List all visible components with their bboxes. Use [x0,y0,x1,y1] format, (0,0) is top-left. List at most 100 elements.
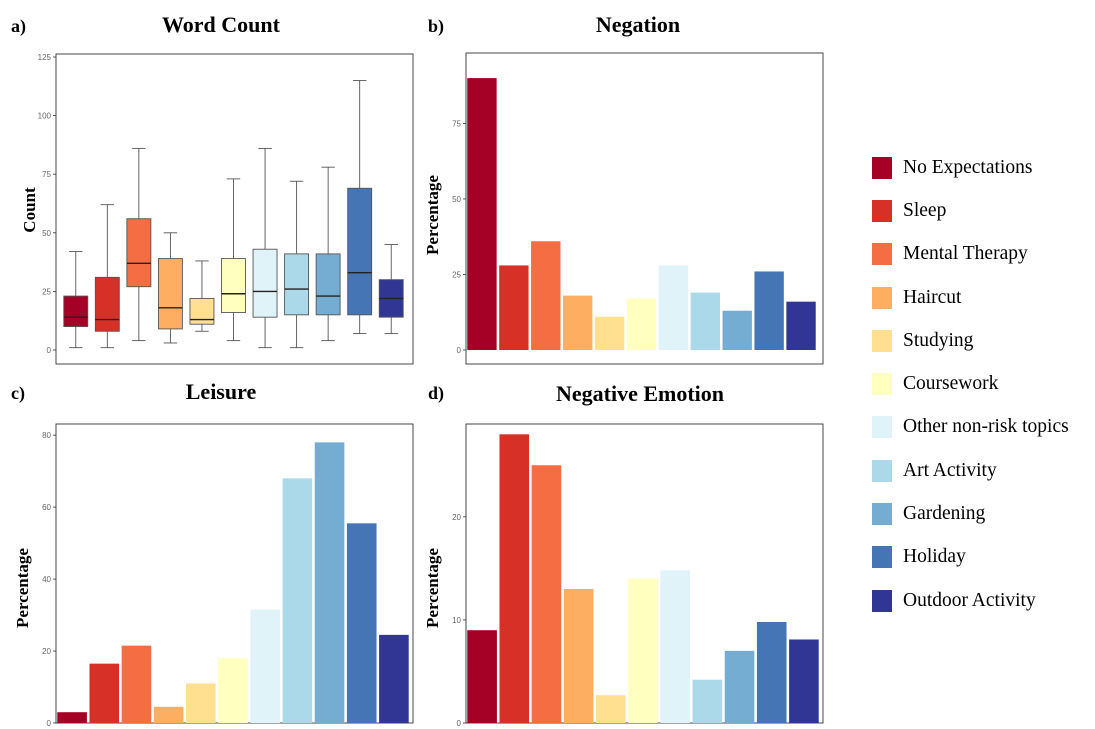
bar [282,478,313,723]
bar [467,630,497,723]
bar [186,683,216,723]
y-tick-label: 50 [42,229,51,238]
bar [250,609,280,723]
bar [786,301,816,350]
box [347,187,373,316]
legend-item: No Expectations [872,146,1069,189]
bar [722,310,752,350]
bar [531,241,561,350]
bar [89,663,120,723]
box [284,253,310,316]
bar [121,645,152,723]
bar [153,706,184,723]
legend-swatch [872,416,892,439]
legend-label: Art Activity [903,459,997,481]
y-tick-label: 20 [42,647,51,656]
word-count-chart: 0 25 50 75 100 125 [38,53,414,365]
legend-item: Outdoor Activity [872,579,1069,622]
y-tick-label: 40 [42,575,51,584]
panel-c-title: Leisure [185,379,257,404]
legend-swatch [872,243,892,266]
leisure-chart: 0 20 40 60 80 [42,423,414,728]
box [157,258,183,330]
bar [531,465,562,723]
legend-item: Haircut [872,276,1069,319]
bar [789,639,819,723]
y-tick-label: 25 [42,287,51,296]
negative-emotion-chart: 0 10 20 [452,423,824,728]
bar [754,271,784,350]
panel-b-title: Negation [595,12,681,37]
panel-b-letter: b) [428,16,445,36]
legend-swatch [872,459,892,482]
legend-item: Sleep [872,189,1069,232]
legend-label: Gardening [903,503,986,525]
bar [57,712,87,723]
legend-swatch [872,329,892,352]
legend-item: Mental Therapy [872,233,1069,276]
legend-swatch [872,156,892,179]
y-tick-label: 0 [457,719,462,728]
y-tick-label: 75 [452,119,461,128]
legend-swatch [872,373,892,396]
legend-label: Sleep [903,199,947,221]
y-tick-label: 25 [452,270,461,279]
legend-item: Other non-risk topics [872,406,1069,449]
box [221,258,246,313]
legend-item: Gardening [872,492,1069,535]
legend-item: Studying [872,319,1069,362]
legend-label: Outdoor Activity [903,589,1036,611]
box [63,295,89,328]
box [252,248,278,318]
bar [346,523,377,723]
y-tick-label: 125 [38,53,52,62]
panel-a-letter: a) [11,16,26,36]
legend-label: Other non-risk topics [903,416,1069,438]
legend-item: Art Activity [872,449,1069,492]
bar [658,265,689,350]
y-tick-label: 0 [457,346,462,355]
legend-label: No Expectations [903,156,1033,178]
plot-frame [55,53,414,365]
bar [628,578,658,723]
legend-swatch [872,546,892,569]
y-tick-label: 100 [38,112,52,121]
bar [756,621,787,723]
y-tick-label: 20 [452,513,461,522]
legend-swatch [872,503,892,526]
legend-swatch [872,589,892,612]
plot-frame [465,52,824,365]
bar [499,265,529,350]
legend-label: Studying [903,329,974,351]
y-tick-label: 0 [47,719,52,728]
legend-item: Holiday [872,536,1069,579]
bar [563,295,593,350]
panel-d-letter: d) [428,383,445,403]
bar [724,650,755,723]
bar [660,570,690,723]
y-tick-label: 0 [47,346,52,355]
legend-label: Holiday [903,546,966,568]
box [94,276,120,332]
box [189,297,215,325]
y-tick-label: 75 [42,170,51,179]
negation-chart: 0 25 50 75 [452,52,824,365]
bar [218,658,248,723]
legend-label: Mental Therapy [903,243,1028,265]
legend-label: Coursework [903,373,999,395]
y-tick-label: 80 [42,431,51,440]
bar [692,679,723,723]
panel-a-title: Word Count [162,12,280,37]
y-tick-label: 60 [42,503,51,512]
legend-label: Haircut [903,286,962,308]
legend-item: Coursework [872,362,1069,405]
legend: No Expectations Sleep Mental Therapy Haircu… [872,146,1069,622]
bar [596,695,626,723]
y-tick-label: 50 [452,195,461,204]
bar [314,442,345,723]
bar [467,78,497,351]
panel-c-letter: c) [11,383,25,403]
bar [563,588,594,723]
bar [499,434,530,723]
bar [594,316,625,350]
